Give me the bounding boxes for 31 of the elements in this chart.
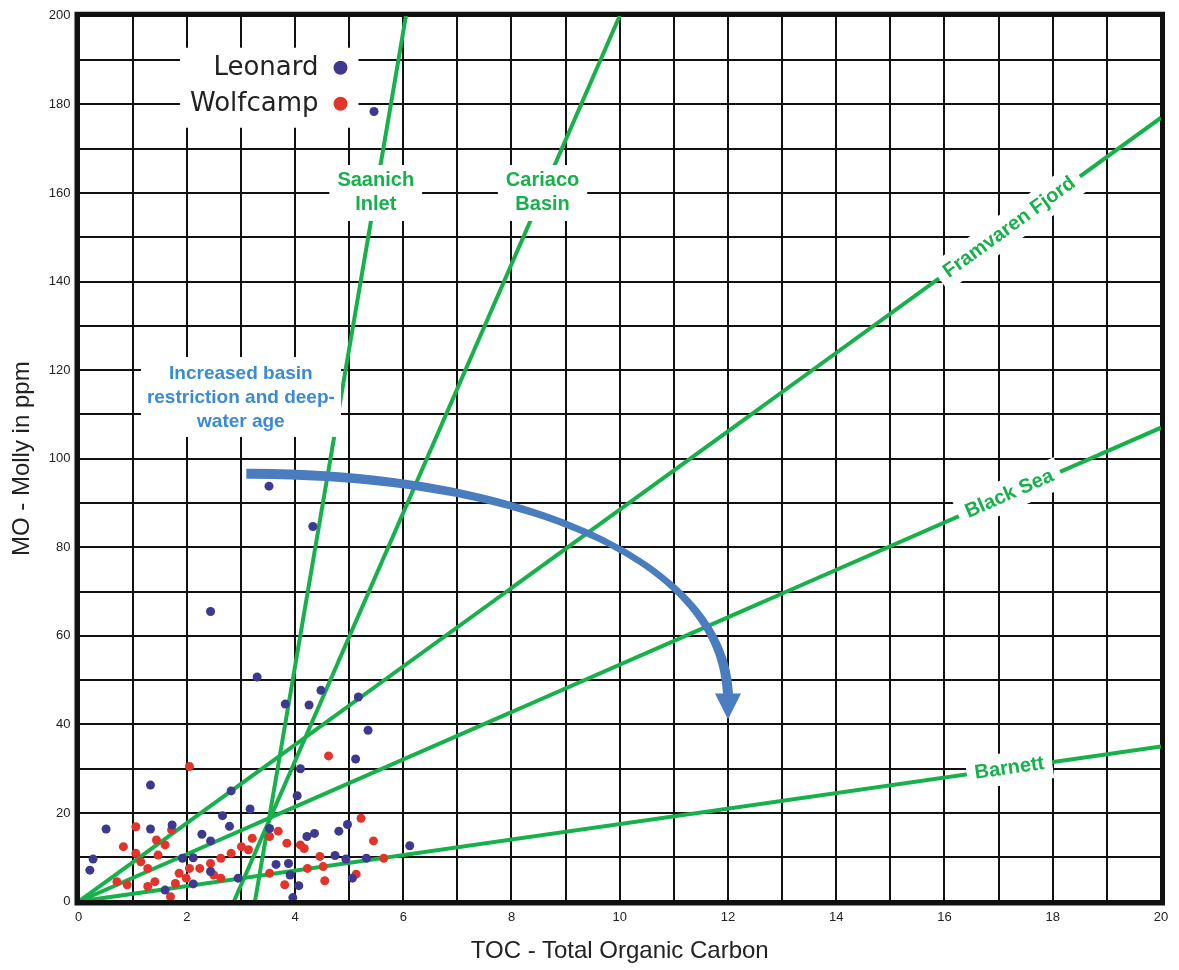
- y-tick-label: 140: [48, 273, 71, 289]
- series-label: Cariaco Basin: [505, 168, 580, 215]
- x-tick-label: 16: [937, 908, 952, 924]
- y-tick-label: 180: [48, 95, 71, 111]
- y-tick-label: 20: [56, 804, 71, 820]
- y-axis-title: MO - Molly in ppm: [7, 361, 35, 557]
- y-tick-label: 60: [56, 627, 71, 643]
- x-tick-label: 18: [1045, 908, 1060, 924]
- y-tick-label: 200: [48, 7, 71, 23]
- x-tick-label: 8: [507, 908, 516, 924]
- legend-label: Wolfcamp: [189, 86, 319, 117]
- x-tick-label: 2: [183, 908, 191, 924]
- text: Barnett: [973, 750, 1046, 783]
- x-tick-label: 20: [1153, 908, 1169, 924]
- y-tick-label: 80: [56, 538, 71, 554]
- x-axis-title: TOC - Total Organic Carbon: [470, 936, 769, 964]
- y-tick-label: 0: [63, 893, 71, 909]
- x-tick-label: 0: [74, 908, 83, 924]
- x-tick-label: 12: [720, 908, 736, 924]
- x-tick-label: 4: [291, 908, 299, 924]
- x-tick-label: 10: [612, 908, 627, 924]
- x-tick-label: 14: [829, 908, 844, 924]
- x-tick-label: 6: [399, 908, 407, 924]
- y-tick-label: 100: [48, 450, 71, 466]
- y-tick-label: 40: [56, 716, 71, 732]
- y-tick-label: 160: [48, 184, 71, 200]
- legend-label: Leonard: [213, 50, 319, 81]
- series-label: Saanich Inlet: [337, 168, 415, 215]
- annotation: Increased basin restriction and deep-water age: [140, 356, 341, 437]
- text: Black Sea: [961, 463, 1058, 522]
- y-tick-label: 120: [48, 361, 71, 377]
